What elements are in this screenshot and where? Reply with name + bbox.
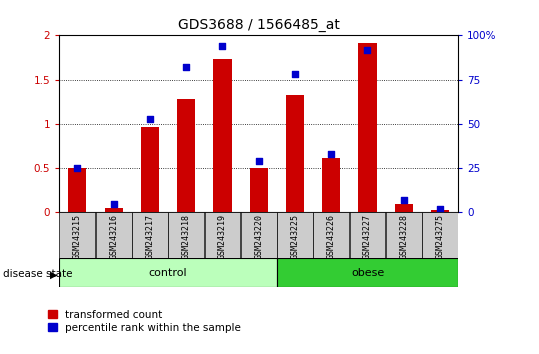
Bar — [286, 95, 304, 212]
Text: GSM243215: GSM243215 — [73, 214, 82, 259]
Point — [218, 43, 227, 49]
Point — [109, 201, 118, 206]
FancyBboxPatch shape — [313, 212, 349, 258]
Point — [146, 116, 154, 121]
Point — [327, 151, 336, 157]
FancyBboxPatch shape — [350, 212, 385, 258]
Point — [182, 64, 190, 70]
Bar — [322, 158, 340, 212]
Text: ▶: ▶ — [50, 269, 57, 279]
Text: GSM243275: GSM243275 — [436, 214, 445, 259]
Text: GSM243225: GSM243225 — [291, 214, 300, 259]
FancyBboxPatch shape — [422, 212, 458, 258]
Bar — [105, 208, 123, 212]
Text: obese: obese — [351, 268, 384, 278]
Point — [254, 158, 263, 164]
Bar — [358, 44, 377, 212]
Text: GSM243220: GSM243220 — [254, 214, 263, 259]
Text: disease state: disease state — [3, 269, 72, 279]
Bar — [213, 59, 232, 212]
Text: control: control — [149, 268, 188, 278]
FancyBboxPatch shape — [59, 258, 277, 287]
Point — [291, 72, 299, 77]
Point — [436, 206, 444, 212]
FancyBboxPatch shape — [96, 212, 132, 258]
Point — [73, 165, 82, 171]
Bar — [141, 127, 159, 212]
Text: GSM243227: GSM243227 — [363, 214, 372, 259]
Bar — [431, 210, 449, 212]
Bar — [68, 168, 86, 212]
FancyBboxPatch shape — [277, 212, 313, 258]
Text: GSM243217: GSM243217 — [146, 214, 155, 259]
Bar — [250, 168, 268, 212]
FancyBboxPatch shape — [241, 212, 277, 258]
FancyBboxPatch shape — [277, 258, 458, 287]
Text: GSM243226: GSM243226 — [327, 214, 336, 259]
Point — [399, 197, 408, 203]
FancyBboxPatch shape — [168, 212, 204, 258]
Text: GSM243228: GSM243228 — [399, 214, 408, 259]
Legend: transformed count, percentile rank within the sample: transformed count, percentile rank withi… — [49, 310, 241, 333]
Text: GSM243218: GSM243218 — [182, 214, 191, 259]
Text: GSM243219: GSM243219 — [218, 214, 227, 259]
Title: GDS3688 / 1566485_at: GDS3688 / 1566485_at — [178, 18, 340, 32]
Bar — [395, 204, 413, 212]
Bar — [177, 99, 195, 212]
Text: GSM243216: GSM243216 — [109, 214, 118, 259]
FancyBboxPatch shape — [59, 212, 95, 258]
FancyBboxPatch shape — [386, 212, 421, 258]
FancyBboxPatch shape — [204, 212, 240, 258]
Point — [363, 47, 372, 52]
FancyBboxPatch shape — [132, 212, 168, 258]
